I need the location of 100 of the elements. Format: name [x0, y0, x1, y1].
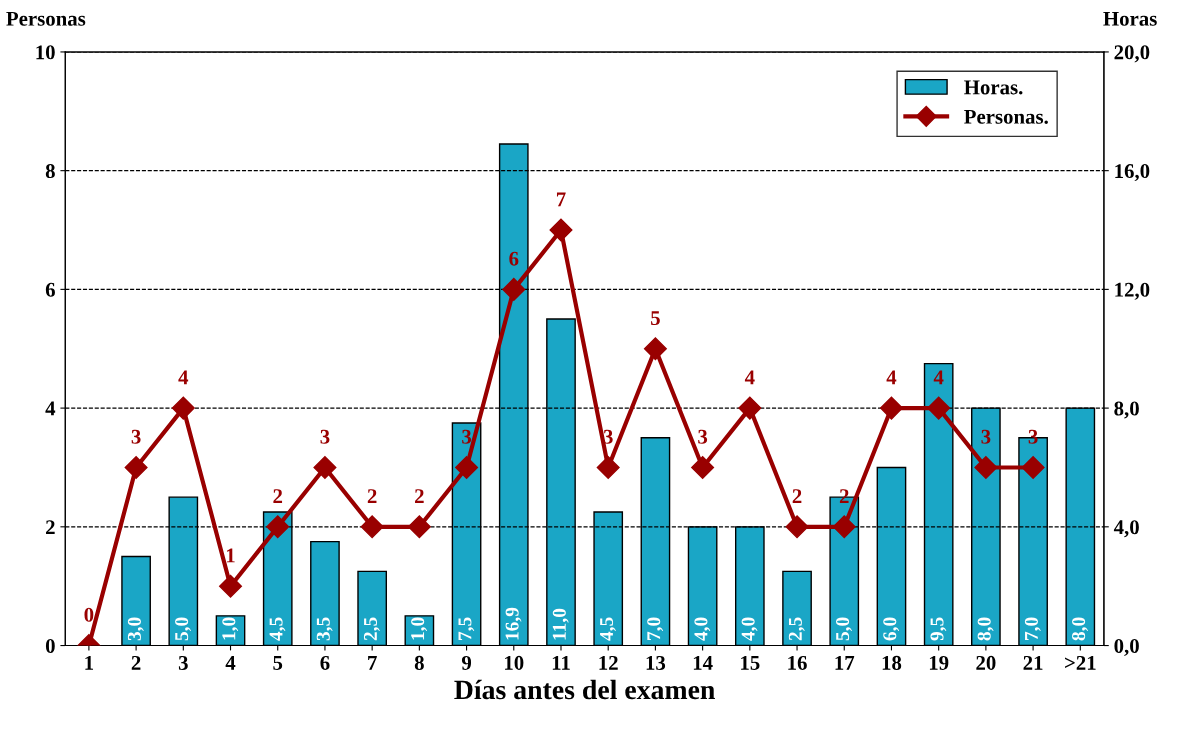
point	[879, 396, 903, 420]
point	[455, 455, 479, 479]
data-label: 8,0	[977, 617, 994, 641]
point	[360, 515, 384, 539]
y-tick-label: 6	[45, 282, 55, 297]
data-label: 3	[981, 429, 991, 444]
x-tick-label: 19	[929, 655, 949, 670]
data-label: 2,5	[788, 617, 805, 641]
x-tick-label: 14	[693, 655, 713, 670]
bar	[357, 570, 388, 646]
data-label: 4,0	[741, 617, 758, 641]
data-label: 1	[226, 548, 235, 563]
x-axis-title: Días antes del examen	[454, 679, 715, 700]
point	[407, 515, 431, 539]
y2-tick-label: 4,0	[1113, 520, 1139, 538]
data-label: 5,0	[175, 617, 191, 641]
data-label: 7,0	[647, 617, 664, 640]
point	[266, 515, 290, 539]
data-label: 11,0	[552, 608, 569, 640]
x-tick-label: 13	[646, 655, 666, 670]
data-label: 7,5	[458, 617, 475, 640]
data-label: 3	[320, 429, 330, 444]
legend-label: Personas.	[964, 109, 1048, 124]
bar	[121, 555, 151, 646]
data-label: 3	[603, 429, 613, 444]
data-label: 3	[462, 429, 472, 444]
data-label: 4,5	[269, 617, 286, 641]
x-tick-label: 12	[599, 655, 618, 670]
data-label: 3	[131, 429, 141, 444]
x-tick-label: 20	[976, 655, 996, 670]
data-label: 8,0	[1072, 617, 1088, 641]
point	[124, 455, 148, 479]
data-label: 4	[178, 370, 189, 385]
x-tick-label: 5	[273, 656, 283, 670]
x-tick-label: >21	[1065, 655, 1096, 670]
x-tick-label: 4	[225, 656, 236, 670]
x-tick-label: 15	[741, 655, 760, 670]
data-label: 3,5	[316, 617, 333, 641]
x-tick-label: 16	[788, 655, 807, 670]
point	[974, 455, 998, 479]
point	[643, 337, 667, 361]
y2-tick-label: 20,0	[1114, 45, 1150, 63]
point	[785, 515, 809, 539]
x-tick-label: 10	[505, 655, 524, 670]
legend-label: Horas.	[964, 80, 1023, 95]
y2-tick-label: 12,0	[1115, 282, 1150, 300]
data-label: 9,5	[930, 617, 947, 641]
data-label: 5,0	[836, 617, 852, 641]
data-label: 6	[509, 251, 519, 266]
data-label: 2	[367, 489, 377, 503]
data-label: 4	[933, 370, 944, 385]
x-tick-label: 18	[882, 655, 902, 670]
y-tick-label: 4	[45, 401, 56, 416]
data-label: 4,0	[694, 617, 711, 641]
point	[313, 455, 337, 479]
data-label: 16,9	[505, 607, 522, 640]
x-tick-label: 11	[552, 655, 570, 670]
y2-axis-title: Horas	[1103, 11, 1157, 26]
bar	[310, 540, 340, 646]
data-label: 6,0	[883, 617, 900, 641]
data-label: 4	[744, 370, 755, 385]
data-label: 0	[84, 607, 94, 622]
x-tick-label: 8	[414, 655, 424, 670]
y-tick-label: 0	[45, 638, 55, 653]
data-label: 1,0	[222, 617, 239, 640]
point	[1021, 455, 1045, 479]
x-tick-label: 1	[85, 655, 94, 670]
y-axis-title: Personas	[6, 11, 86, 26]
x-tick-label: 21	[1023, 655, 1043, 670]
data-label: 4	[886, 370, 897, 385]
data-label: 2	[273, 489, 283, 503]
x-tick-label: 9	[461, 655, 472, 670]
x-tick-label: 2	[131, 655, 141, 670]
y-tick-label: 10	[36, 45, 55, 60]
data-label: 1,0	[411, 617, 428, 640]
point	[927, 396, 951, 420]
y2-tick-label: 8,0	[1114, 401, 1139, 419]
data-label: 7,0	[1024, 617, 1041, 640]
x-tick-label: 3	[178, 655, 188, 670]
y2-tick-label: 0,0	[1114, 638, 1139, 656]
data-label: 3,0	[127, 617, 144, 641]
y-tick-label: 8	[45, 164, 55, 179]
data-label: 2	[415, 489, 424, 503]
data-label: 4,5	[600, 617, 616, 641]
point	[549, 218, 573, 242]
data-label: 7	[556, 192, 566, 207]
point	[219, 574, 243, 598]
data-label: 2	[792, 489, 802, 503]
data-label: 2	[839, 489, 849, 503]
bar	[782, 570, 812, 646]
y-tick-label: 2	[46, 520, 55, 535]
point	[738, 396, 762, 420]
x-tick-label: 17	[835, 655, 855, 670]
data-label: 3	[698, 429, 708, 444]
data-label: 5	[651, 311, 660, 326]
point	[502, 277, 526, 301]
point	[596, 455, 620, 479]
point	[171, 396, 195, 420]
point	[691, 455, 715, 479]
x-tick-label: 7	[368, 656, 377, 670]
